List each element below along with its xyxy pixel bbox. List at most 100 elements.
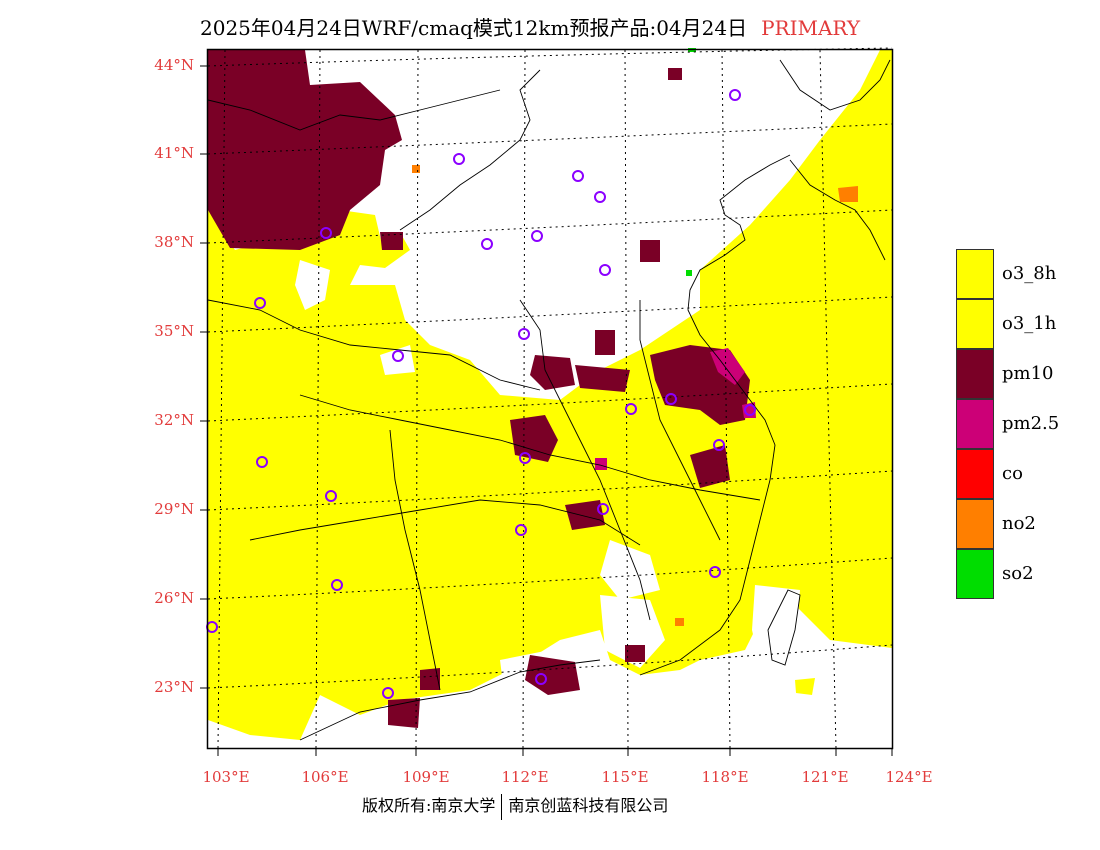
site-marker	[713, 439, 725, 451]
primary-pollutant-tag: PRIMARY	[761, 16, 861, 40]
graticule	[207, 47, 893, 749]
latitude-line	[207, 557, 893, 600]
pm10-region	[690, 445, 730, 488]
province-boundary	[779, 59, 891, 111]
pm10-region	[668, 68, 682, 80]
site-marker	[535, 673, 547, 685]
legend-swatch	[956, 449, 994, 499]
province-boundary	[639, 300, 721, 541]
lon-label-115e: 115°E	[601, 768, 649, 786]
so2-region	[686, 270, 692, 276]
monitoring-sites	[206, 89, 756, 699]
copyright-footer: 版权所有:南京大学 南京创蓝科技有限公司	[362, 792, 668, 820]
clean-air-region	[295, 260, 330, 310]
footer-left: 版权所有:南京大学	[362, 796, 496, 815]
lon-label-124e: 124°E	[885, 768, 933, 786]
legend-swatch	[956, 299, 994, 349]
province-boundary	[789, 159, 886, 261]
pm10-region	[575, 365, 630, 392]
lon-label-121e: 121°E	[801, 768, 849, 786]
site-marker	[331, 579, 343, 591]
site-marker	[729, 89, 741, 101]
lat-label-44n: 44°N	[154, 56, 194, 74]
latitude-line	[207, 296, 893, 333]
boundary-lines	[207, 59, 891, 741]
site-marker	[325, 490, 337, 502]
pm10-region	[525, 655, 580, 695]
province-boundary	[299, 394, 761, 501]
site-marker	[256, 456, 268, 468]
province-boundary	[207, 89, 501, 131]
latitude-line	[207, 470, 893, 511]
pm25-region	[710, 348, 745, 385]
legend-swatch	[956, 249, 994, 299]
legend-label: so2	[1002, 563, 1034, 584]
longitude-line	[819, 49, 837, 749]
legend-label: co	[1002, 463, 1023, 484]
latitude-line	[207, 383, 893, 422]
province-boundary	[207, 299, 541, 391]
longitude-line	[721, 49, 731, 749]
legend-swatch	[956, 349, 994, 399]
footer-separator	[501, 793, 503, 820]
map-frame	[206, 48, 894, 750]
pm10-region	[640, 240, 660, 262]
site-marker	[594, 191, 606, 203]
site-marker	[531, 230, 543, 242]
legend-label: o3_8h	[1002, 263, 1057, 284]
longitude-line	[217, 49, 226, 749]
pm25-region	[595, 458, 607, 470]
province-boundary	[249, 499, 641, 546]
no2-region	[412, 165, 420, 173]
no2-region	[675, 618, 684, 626]
footer-right: 南京创蓝科技有限公司	[508, 796, 669, 815]
site-marker	[744, 404, 756, 416]
site-marker	[709, 566, 721, 578]
title-text: 2025年04月24日WRF/cmaq模式12km预报产品:04月24日	[200, 16, 748, 40]
pm10-region	[565, 500, 605, 530]
site-marker	[453, 153, 465, 165]
latitude-line	[207, 209, 893, 244]
site-marker	[519, 452, 531, 464]
clean-air-region	[752, 585, 800, 665]
site-marker	[572, 170, 584, 182]
legend-swatch	[956, 549, 994, 599]
axis-ticks	[200, 65, 893, 756]
site-marker	[625, 403, 637, 415]
pm10-region	[595, 330, 615, 355]
legend-label: pm10	[1002, 363, 1054, 384]
lat-label-29n: 29°N	[154, 500, 194, 518]
site-marker	[518, 328, 530, 340]
ozone-region	[795, 678, 815, 695]
province-boundary	[519, 299, 651, 621]
lon-label-103e: 103°E	[202, 768, 250, 786]
lon-label-112e: 112°E	[501, 768, 549, 786]
pm10-region	[510, 415, 558, 462]
legend-label: no2	[1002, 513, 1036, 534]
site-marker	[320, 227, 332, 239]
longitude-line	[315, 49, 321, 749]
longitude-line	[415, 49, 419, 749]
lon-label-106e: 106°E	[301, 768, 349, 786]
coastline	[299, 659, 601, 741]
lat-label-38n: 38°N	[154, 233, 194, 251]
lat-label-32n: 32°N	[154, 411, 194, 429]
longitude-line	[624, 49, 629, 749]
site-marker	[515, 524, 527, 536]
chart-title: 2025年04月24日WRF/cmaq模式12km预报产品:04月24日 PRIM…	[200, 12, 860, 41]
pm10-region	[530, 355, 575, 390]
site-marker	[382, 687, 394, 699]
lon-label-118e: 118°E	[701, 768, 749, 786]
pm10-region	[625, 645, 645, 662]
longitude-line	[522, 49, 526, 749]
clean-air-region	[600, 540, 660, 600]
province-boundary	[389, 429, 441, 691]
ozone-region	[208, 50, 892, 740]
legend-swatch	[956, 399, 994, 449]
site-marker	[481, 238, 493, 250]
legend-label: o3_1h	[1002, 313, 1057, 334]
latitude-line	[207, 644, 893, 689]
pm10-region	[388, 698, 420, 728]
site-marker	[597, 503, 609, 515]
